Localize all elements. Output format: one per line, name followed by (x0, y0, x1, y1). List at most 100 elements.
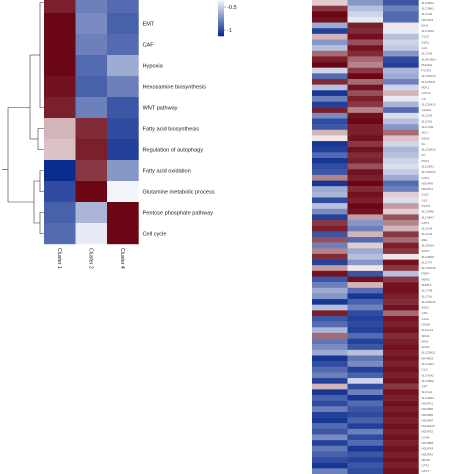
pathway-cell-r4-c1 (75, 76, 108, 98)
legend-swatch (218, 15, 224, 18)
legend-swatch (218, 21, 224, 24)
gene-label-20: SLC1A3 (422, 114, 433, 118)
gene-cell-r80-c1 (347, 451, 384, 458)
gene-cell-r21-c2 (383, 118, 419, 125)
gene-cell-r45-c0 (312, 253, 348, 260)
gene-label-82: CPT2 (422, 464, 430, 468)
gene-cell-r14-c1 (347, 79, 384, 85)
gene-cell-r18-c1 (347, 101, 384, 108)
pathway-cell-r4-c2 (107, 76, 139, 98)
gene-cell-r44-c2 (383, 248, 419, 255)
gene-label-55: CAD (422, 311, 428, 315)
gene-cell-r53-c1 (347, 299, 384, 305)
gene-label-63: MTHFD2 (422, 356, 434, 360)
pathway-label-1: EMT (143, 22, 155, 28)
gene-cell-r5-c0 (312, 28, 348, 35)
pathway-cell-r9-c0 (44, 181, 76, 203)
gene-cell-r83-c2 (383, 468, 419, 474)
gene-cell-r51-c1 (347, 287, 384, 294)
gene-cell-r79-c0 (312, 445, 348, 452)
pathway-cell-r2-c1 (75, 34, 108, 56)
gene-cell-r82-c1 (347, 462, 384, 469)
gene-cell-r33-c0 (312, 186, 348, 193)
gene-cell-r10-c1 (347, 56, 384, 63)
gene-cell-r9-c2 (383, 50, 419, 57)
gene-cell-r7-c0 (312, 39, 348, 46)
gene-cell-r35-c0 (312, 197, 348, 204)
legend-swatch (218, 5, 224, 8)
gene-cell-r53-c2 (383, 299, 419, 305)
row-dendrogram (2, 2, 44, 234)
gene-label-4: IDH2 (422, 23, 429, 27)
gene-cell-r82-c0 (312, 462, 348, 469)
gene-cell-r1-c1 (347, 5, 384, 12)
legend-swatch (218, 24, 224, 27)
pathway-cell-r0-c0 (44, 0, 76, 14)
gene-label-60: IDH1 (422, 339, 429, 343)
gene-cell-r16-c1 (347, 90, 384, 97)
gene-cell-r42-c2 (383, 237, 419, 243)
gene-cell-r8-c1 (347, 45, 384, 51)
gene-cell-r31-c1 (347, 174, 384, 181)
gene-cell-r60-c0 (312, 338, 348, 345)
gene-label-50: SHMT2 (422, 283, 432, 287)
legend-swatch (218, 17, 224, 19)
gene-cell-r29-c1 (347, 163, 384, 170)
gene-cell-r79-c2 (383, 445, 419, 452)
gene-cell-r44-c1 (347, 248, 384, 255)
gene-label-74: NDUFA4 (422, 418, 434, 422)
gene-cell-r32-c2 (383, 180, 419, 187)
gene-cell-r36-c0 (312, 203, 348, 209)
gene-cell-r49-c0 (312, 276, 348, 283)
gene-label-61: ACO2 (422, 345, 430, 349)
gene-label-30: SLC25A22 (422, 170, 436, 174)
pathway-cell-r8-c2 (107, 160, 139, 182)
gene-cell-r25-c2 (383, 141, 419, 147)
gene-label-70: SLC38A4 (422, 396, 435, 400)
gene-label-2: SLC1A5 (422, 12, 433, 16)
gene-cell-r37-c2 (383, 208, 419, 215)
color-legend: -0.5 -1 (218, 0, 237, 37)
pathway-cell-r9-c2 (107, 181, 139, 203)
gene-cell-r37-c0 (312, 208, 348, 215)
legend-swatch (218, 31, 224, 34)
gene-label-78: NDUFB8 (422, 441, 434, 445)
gene-cell-r64-c2 (383, 361, 419, 367)
gene-cell-r64-c1 (347, 361, 384, 367)
gene-label-31: GOT1 (422, 176, 430, 180)
pathway-row-labels: EMT CAF Hypoxia Hexosamine biosynthesis WNT … (143, 22, 215, 238)
gene-cell-r3-c1 (347, 16, 384, 23)
gene-label-80: NDUFA1 (422, 452, 434, 456)
gene-cell-r54-c0 (312, 304, 348, 311)
gene-cell-r2-c2 (383, 11, 419, 18)
gene-cell-r19-c0 (312, 107, 348, 114)
gene-cell-r65-c0 (312, 366, 348, 373)
gene-cell-r73-c0 (312, 411, 348, 418)
pathway-cell-r3-c1 (75, 55, 108, 77)
gene-cell-r39-c0 (312, 220, 348, 226)
gene-cell-r57-c1 (347, 321, 384, 328)
gene-cell-r30-c1 (347, 169, 384, 176)
gene-cell-r81-c0 (312, 457, 348, 463)
gene-cell-r55-c2 (383, 310, 419, 317)
gene-label-47: SLC25A18 (422, 266, 436, 270)
pathway-cell-r7-c1 (75, 139, 108, 161)
gene-cell-r3-c2 (383, 16, 419, 23)
dendrogram-branch (37, 128, 44, 150)
gene-cell-r2-c1 (347, 11, 384, 18)
gene-cell-r78-c2 (383, 440, 419, 446)
gene-label-42: ME1 (422, 238, 428, 242)
gene-cell-r44-c0 (312, 248, 348, 255)
gene-cell-r54-c1 (347, 304, 384, 311)
gene-cell-r9-c0 (312, 50, 348, 57)
gene-cell-r60-c2 (383, 338, 419, 345)
gene-cell-r67-c1 (347, 378, 384, 384)
gene-cell-r73-c2 (383, 411, 419, 418)
gene-label-22: SLC7A11 (422, 125, 435, 129)
gene-cell-r69-c1 (347, 389, 384, 396)
gene-cell-r66-c2 (383, 372, 419, 379)
gene-cell-r32-c1 (347, 180, 384, 187)
gene-cell-r20-c2 (383, 112, 419, 119)
gene-cell-r76-c1 (347, 428, 384, 435)
gene-heatmap-cells (312, 0, 419, 474)
